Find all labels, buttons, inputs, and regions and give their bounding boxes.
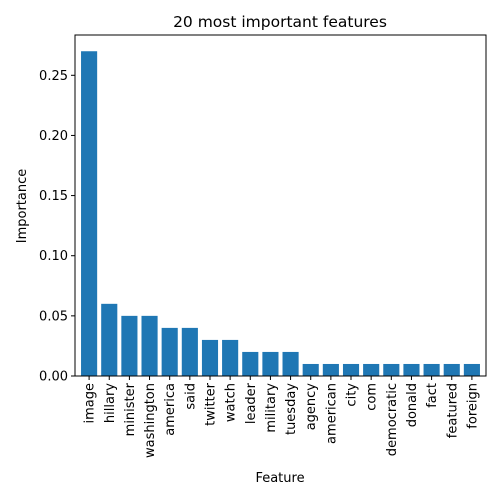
- bar-foreign: [463, 363, 480, 376]
- chart-title: 20 most important features: [173, 13, 387, 31]
- x-tick-label-watch: watch: [224, 383, 239, 422]
- y-tick-label: 0.20: [39, 129, 68, 144]
- y-tick-label: 0.25: [39, 69, 68, 84]
- x-axis-title: Feature: [255, 471, 304, 486]
- y-tick-label: 0.10: [39, 249, 68, 264]
- x-tick-label-tuesday: tuesday: [284, 383, 299, 435]
- bar-leader: [242, 351, 259, 376]
- y-axis-ticks: 0.00 0.05 0.10 0.15 0.20 0.25: [39, 69, 75, 385]
- x-tick-label-minister: minister: [123, 382, 138, 436]
- y-tick-label: 0.15: [39, 189, 68, 204]
- bar-featured: [443, 363, 460, 376]
- x-tick-label-hillary: hillary: [103, 383, 118, 423]
- bar-hillary: [101, 303, 118, 376]
- bar-donald: [403, 363, 420, 376]
- bar-city: [342, 363, 360, 376]
- bar-tuesday: [282, 351, 299, 376]
- bar-agency: [302, 363, 319, 376]
- x-tick-label-image: image: [83, 383, 98, 424]
- x-tick-label-foreign: foreign: [465, 383, 480, 429]
- x-tick-label-said: said: [183, 383, 198, 410]
- bar-com: [363, 363, 380, 376]
- bar-democratic: [383, 363, 400, 376]
- y-tick-label: 0.05: [39, 309, 68, 324]
- bar-watch: [222, 339, 239, 376]
- x-tick-label-washington: washington: [143, 383, 158, 458]
- x-tick-label-democratic: democratic: [385, 383, 400, 456]
- bars-group: [81, 51, 480, 377]
- bar-washington: [141, 315, 158, 376]
- x-tick-label-com: com: [365, 383, 380, 411]
- bar-image: [81, 51, 98, 377]
- x-tick-label-city: city: [345, 383, 360, 407]
- bar-said: [181, 327, 198, 376]
- x-tick-label-agency: agency: [304, 383, 319, 431]
- x-tick-label-military: military: [264, 383, 279, 433]
- x-tick-label-america: america: [163, 383, 178, 436]
- bar-military: [262, 351, 279, 376]
- x-tick-label-leader: leader: [244, 382, 259, 424]
- y-tick-label: 0.00: [39, 370, 68, 385]
- bar-minister: [121, 315, 138, 376]
- x-tick-label-twitter: twitter: [203, 382, 218, 426]
- x-tick-label-american: american: [324, 383, 339, 444]
- x-tick-label-fact: fact: [425, 383, 440, 408]
- bar-fact: [423, 363, 440, 376]
- x-tick-label-donald: donald: [405, 383, 420, 427]
- bar-twitter: [201, 339, 219, 376]
- x-axis-ticks: image hillary minister washington america sai…: [83, 376, 480, 458]
- y-axis-title: Importance: [15, 169, 30, 244]
- bar-america: [161, 327, 178, 376]
- plot-frame: [74, 34, 487, 377]
- x-tick-label-featured: featured: [445, 383, 460, 438]
- bar-american: [322, 363, 339, 376]
